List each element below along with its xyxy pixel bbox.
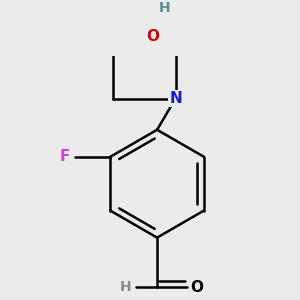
Text: H: H [120, 280, 132, 294]
Text: F: F [60, 149, 70, 164]
Text: O: O [146, 28, 159, 44]
Text: O: O [190, 280, 203, 295]
Text: N: N [169, 91, 182, 106]
Text: H: H [158, 1, 170, 15]
